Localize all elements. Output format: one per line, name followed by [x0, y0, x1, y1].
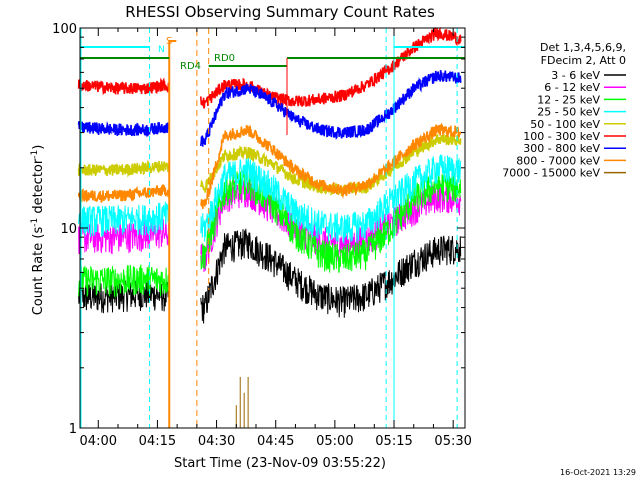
series-segment-2: [200, 154, 462, 244]
legend-label: 12 - 25 keV: [537, 93, 600, 106]
x-tick-label: 04:30: [198, 434, 235, 449]
legend-label: 300 - 800 keV: [523, 142, 600, 155]
series-segment-1: [77, 77, 171, 96]
series-segment-1: [77, 121, 171, 138]
legend-label: 800 - 7000 keV: [516, 154, 600, 167]
series-100-300-kev: [77, 26, 462, 109]
series-7000-15000-kev: [235, 376, 249, 428]
y-tick-label: 1: [69, 422, 77, 437]
series-segment-1: [78, 279, 170, 314]
render-timestamp: 16-Oct-2021 13:29: [560, 468, 636, 477]
series-segment-2: [200, 26, 462, 109]
rd0-label: RD0: [214, 53, 235, 64]
legend: Det 1,3,4,5,6,9, FDecim 2, Att 0 3 - 6 k…: [502, 41, 626, 180]
legend-label: 7000 - 15000 keV: [502, 167, 600, 180]
legend-label: 50 - 100 keV: [530, 118, 600, 131]
series-25-50-kev: [78, 154, 462, 244]
y-axis-label: Count Rate (s-1 detector-1): [30, 145, 46, 316]
series-segment-2: [200, 70, 462, 147]
series-3-6-kev: [78, 228, 462, 324]
x-tick-label: 05:15: [375, 434, 412, 449]
series-segment-2: [200, 228, 462, 324]
series-segment-1: [78, 201, 170, 237]
legend-header-detectors: Det 1,3,4,5,6,9,: [540, 41, 626, 54]
legend-label: 6 - 12 keV: [544, 81, 600, 94]
legend-label: 3 - 6 keV: [551, 69, 600, 82]
x-tick-label: 04:45: [257, 434, 294, 449]
legend-header-decimation: FDecim 2, Att 0: [541, 54, 626, 67]
series-segment-1: [78, 264, 170, 299]
axes: 1 10 100 04:00 04:15 04:30 04:45 05:00 05:15 05:3…: [52, 22, 472, 449]
series-800-7000-kev: [77, 122, 462, 210]
legend-label: 100 - 300 keV: [523, 130, 600, 143]
series-300-800-kev: [77, 70, 462, 147]
x-tick-label: 05:30: [434, 434, 471, 449]
y-tick-label: 100: [52, 22, 77, 37]
saa-label: S: [166, 36, 172, 47]
x-tick-label: 04:00: [80, 434, 117, 449]
series-segment-2: [200, 122, 462, 210]
x-axis-label: Start Time (23-Nov-09 03:55:22): [174, 456, 386, 471]
rd4-label: RD4: [180, 61, 201, 72]
plot-area: SN RD4 RD0: [77, 26, 465, 428]
night-label: N: [158, 45, 165, 55]
legend-label: 25 - 50 keV: [537, 106, 600, 119]
series-segment-1: [77, 184, 171, 203]
y-tick-label: 10: [60, 222, 77, 237]
x-tick-label: 05:00: [316, 434, 353, 449]
chart-title: RHESSI Observing Summary Count Rates: [125, 3, 435, 21]
x-tick-label: 04:15: [139, 434, 176, 449]
series-segment-1: [77, 159, 171, 178]
